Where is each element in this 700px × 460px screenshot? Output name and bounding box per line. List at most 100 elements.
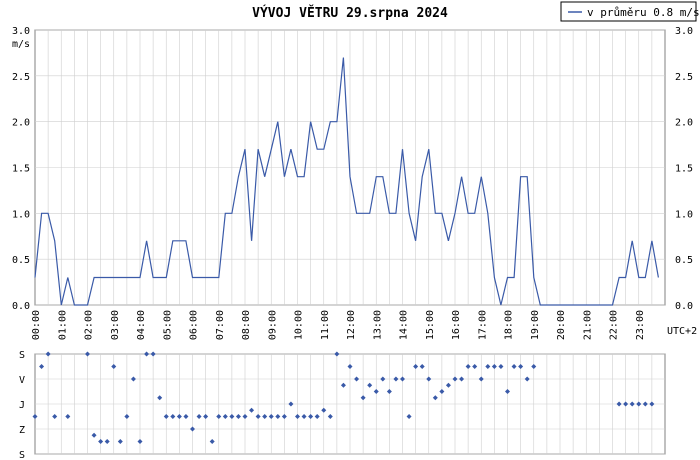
- direction-point: [636, 401, 642, 407]
- speed-y-tick-label: 1.5: [12, 164, 30, 175]
- direction-point: [85, 351, 90, 357]
- direction-point: [380, 376, 386, 382]
- speed-y-tick-label: 0.5: [12, 255, 30, 266]
- direction-point: [235, 414, 241, 419]
- time-tick-label: 17:00: [477, 310, 488, 340]
- direction-point: [400, 376, 405, 382]
- direction-point: [268, 414, 274, 419]
- time-tick-label: 10:00: [294, 310, 305, 340]
- speed-y-tick-label-right: 3.0: [675, 26, 693, 37]
- direction-point: [314, 414, 320, 419]
- direction-point: [157, 395, 163, 401]
- speed-y-tick-label-right: 1.5: [675, 164, 693, 175]
- direction-point: [288, 401, 294, 407]
- time-tick-label: 09:00: [267, 310, 278, 340]
- time-tick-label: 23:00: [635, 310, 646, 340]
- direction-y-axis: S V J Z S: [19, 350, 25, 460]
- direction-point: [242, 414, 248, 419]
- direction-point: [465, 364, 471, 369]
- direction-series: [32, 351, 655, 444]
- speed-y-tick-label-right: 0.5: [675, 255, 693, 266]
- direction-point: [301, 414, 307, 419]
- time-tick-label: 02:00: [84, 310, 95, 340]
- direction-point: [413, 364, 419, 369]
- direction-point: [163, 414, 169, 419]
- time-tick-label: 07:00: [215, 310, 226, 340]
- direction-point: [524, 376, 530, 382]
- time-tick-label: 08:00: [241, 310, 252, 340]
- speed-unit-label: m/s: [12, 39, 30, 50]
- direction-point: [209, 439, 215, 444]
- direction-point: [222, 414, 228, 419]
- direction-point: [360, 395, 366, 401]
- direction-y-tick-label: J: [19, 400, 25, 411]
- chart-title: VÝVOJ VĚTRU 29.srpna 2024: [252, 5, 448, 21]
- direction-point: [373, 389, 379, 394]
- speed-y-tick-label-right: 0.0: [675, 301, 693, 312]
- speed-y-tick-label: 1.0: [12, 209, 30, 220]
- time-tick-label: 13:00: [372, 310, 383, 340]
- time-tick-label: 16:00: [451, 310, 462, 340]
- speed-y-tick-label: 0.0: [12, 301, 30, 312]
- direction-point: [45, 351, 51, 357]
- direction-point: [426, 376, 432, 382]
- direction-point: [649, 401, 655, 407]
- direction-point: [459, 376, 465, 382]
- direction-point: [432, 395, 438, 401]
- direction-y-tick-label: S: [19, 350, 25, 361]
- direction-point: [190, 426, 195, 432]
- direction-point: [275, 414, 281, 419]
- direction-point: [472, 364, 478, 369]
- direction-point: [485, 364, 491, 369]
- direction-point: [321, 407, 327, 413]
- direction-point: [203, 414, 209, 419]
- direction-point: [65, 414, 71, 419]
- time-tick-label: 18:00: [504, 310, 515, 340]
- speed-y-axis-right: 0.0 0.5 1.0 1.5 2.0 2.5 3.0: [675, 26, 693, 312]
- direction-point: [117, 439, 123, 444]
- legend: v průměru 0.8 m/s: [560, 1, 700, 22]
- time-tick-label: 15:00: [425, 310, 436, 340]
- direction-point: [491, 364, 497, 369]
- timezone-label: UTC+2: [667, 326, 697, 337]
- time-tick-label: 01:00: [57, 310, 68, 340]
- direction-point: [511, 364, 517, 369]
- direction-point: [183, 414, 189, 419]
- direction-point: [137, 439, 143, 444]
- direction-point: [327, 414, 333, 419]
- direction-y-tick-label: S: [19, 450, 25, 460]
- direction-point: [104, 439, 110, 444]
- speed-y-tick-label-right: 1.0: [675, 209, 693, 220]
- direction-point: [229, 414, 235, 419]
- legend-label: v průměru 0.8 m/s: [587, 6, 700, 19]
- direction-point: [216, 414, 222, 419]
- direction-point: [144, 351, 150, 357]
- direction-point: [498, 364, 504, 369]
- direction-point: [281, 414, 287, 419]
- direction-point: [505, 389, 510, 394]
- direction-point: [130, 376, 136, 382]
- time-tick-label: 00:00: [31, 310, 42, 340]
- direction-point: [419, 364, 425, 369]
- direction-point: [616, 401, 622, 407]
- direction-point: [452, 376, 458, 382]
- speed-series: [34, 57, 659, 306]
- speed-y-tick-label-right: 2.5: [675, 72, 693, 83]
- time-tick-label: 03:00: [110, 310, 121, 340]
- direction-y-tick-label: V: [19, 375, 25, 386]
- time-tick-label: 20:00: [556, 310, 567, 340]
- speed-line: [34, 57, 659, 306]
- direction-point: [295, 414, 300, 419]
- direction-point: [196, 414, 202, 419]
- direction-point: [262, 414, 268, 419]
- speed-y-axis-left: 0.0 0.5 1.0 1.5 2.0 2.5 3.0: [12, 26, 30, 312]
- time-tick-label: 11:00: [320, 310, 331, 340]
- direction-grid: [34, 353, 666, 455]
- direction-point: [629, 401, 635, 407]
- direction-point: [52, 414, 58, 419]
- direction-point: [386, 389, 392, 394]
- time-tick-label: 22:00: [609, 310, 620, 340]
- speed-y-tick-label: 3.0: [12, 26, 30, 37]
- direction-point: [39, 364, 45, 369]
